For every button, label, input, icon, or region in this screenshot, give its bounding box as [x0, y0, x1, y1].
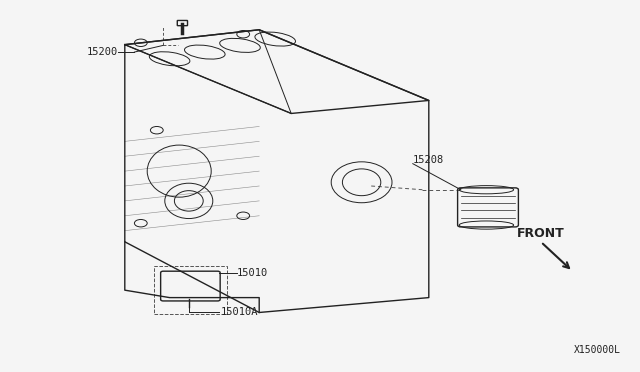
Text: FRONT: FRONT	[517, 227, 564, 240]
Text: 15010: 15010	[237, 269, 268, 278]
Text: 15200: 15200	[87, 47, 118, 57]
Text: 15010A: 15010A	[221, 308, 259, 317]
Text: X150000L: X150000L	[574, 345, 621, 355]
Bar	[154, 266, 227, 314]
Text: 15208: 15208	[413, 155, 444, 165]
